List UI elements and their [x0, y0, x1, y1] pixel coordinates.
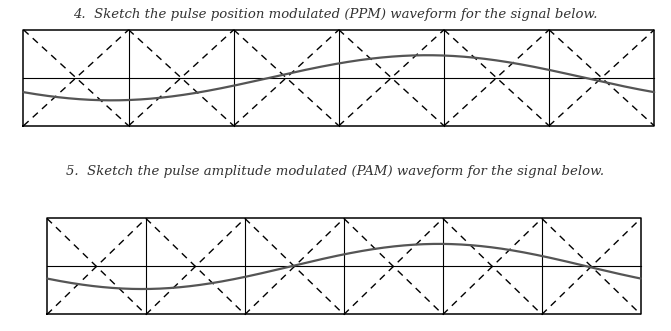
Text: 4.  Sketch the pulse position modulated (PPM) waveform for the signal below.: 4. Sketch the pulse position modulated (…: [73, 8, 598, 21]
Text: 5.  Sketch the pulse amplitude modulated (PAM) waveform for the signal below.: 5. Sketch the pulse amplitude modulated …: [66, 166, 605, 178]
